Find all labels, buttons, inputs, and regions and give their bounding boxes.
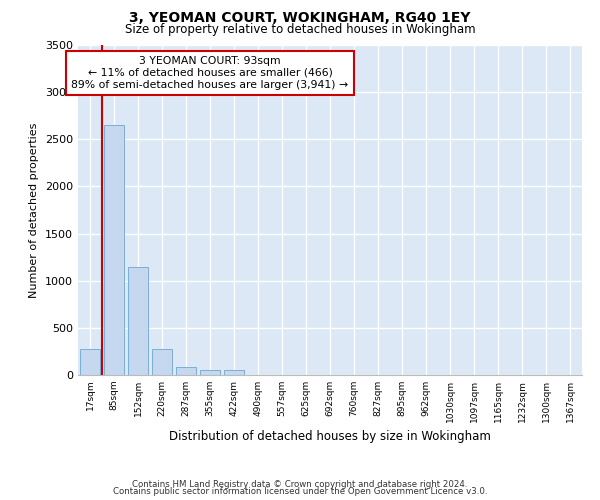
Text: Size of property relative to detached houses in Wokingham: Size of property relative to detached ho… bbox=[125, 22, 475, 36]
Bar bbox=[104, 125, 124, 375]
Text: 3 YEOMAN COURT: 93sqm
← 11% of detached houses are smaller (466)
89% of semi-det: 3 YEOMAN COURT: 93sqm ← 11% of detached … bbox=[71, 56, 349, 90]
Text: Contains public sector information licensed under the Open Government Licence v3: Contains public sector information licen… bbox=[113, 488, 487, 496]
Bar bbox=[224, 370, 244, 375]
Y-axis label: Number of detached properties: Number of detached properties bbox=[29, 122, 40, 298]
Bar bbox=[200, 370, 220, 375]
Bar bbox=[80, 348, 100, 375]
Text: Contains HM Land Registry data © Crown copyright and database right 2024.: Contains HM Land Registry data © Crown c… bbox=[132, 480, 468, 489]
Bar bbox=[176, 366, 196, 375]
Text: 3, YEOMAN COURT, WOKINGHAM, RG40 1EY: 3, YEOMAN COURT, WOKINGHAM, RG40 1EY bbox=[129, 11, 471, 25]
Bar bbox=[128, 266, 148, 375]
Bar bbox=[152, 348, 172, 375]
X-axis label: Distribution of detached houses by size in Wokingham: Distribution of detached houses by size … bbox=[169, 430, 491, 444]
